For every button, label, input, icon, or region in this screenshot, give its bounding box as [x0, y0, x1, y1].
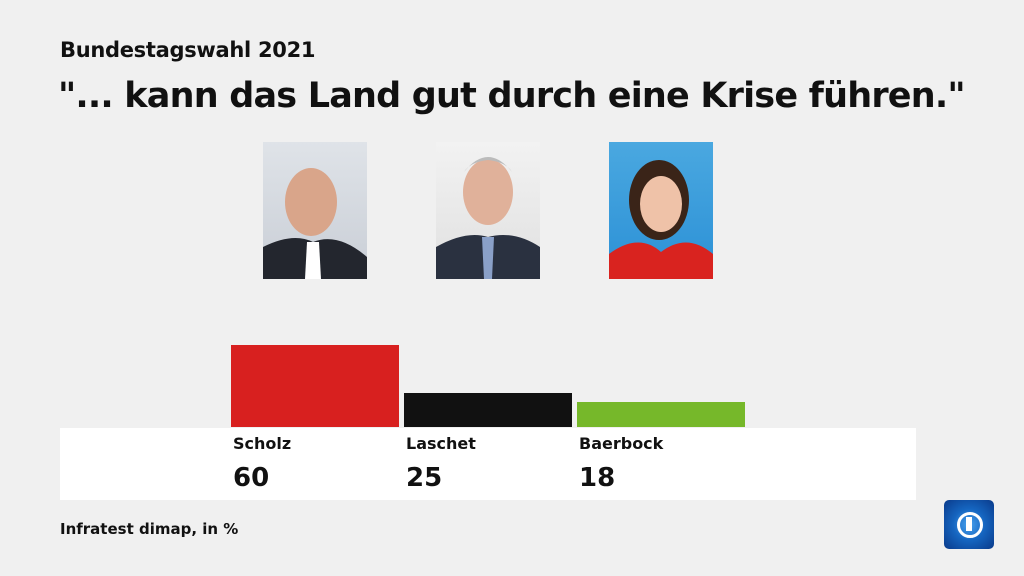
value-baerbock: 18	[579, 463, 616, 493]
chart-title: "... kann das Land gut durch eine Krise …	[58, 76, 966, 116]
bar-scholz	[231, 345, 399, 427]
portrait-baerbock	[609, 142, 713, 279]
bar-baerbock	[577, 402, 745, 427]
label-baerbock: Baerbock	[579, 434, 664, 453]
supertitle: Bundestagswahl 2021	[60, 38, 316, 62]
label-laschet: Laschet	[406, 434, 476, 453]
portrait-scholz	[263, 142, 367, 279]
label-panel	[60, 428, 916, 500]
label-scholz: Scholz	[233, 434, 292, 453]
value-scholz: 60	[233, 463, 270, 493]
value-laschet: 25	[406, 463, 443, 493]
source-note: Infratest dimap, in %	[60, 520, 239, 538]
portrait-laschet	[436, 142, 540, 279]
tagesschau-logo	[944, 500, 994, 549]
bar-laschet	[404, 392, 572, 427]
